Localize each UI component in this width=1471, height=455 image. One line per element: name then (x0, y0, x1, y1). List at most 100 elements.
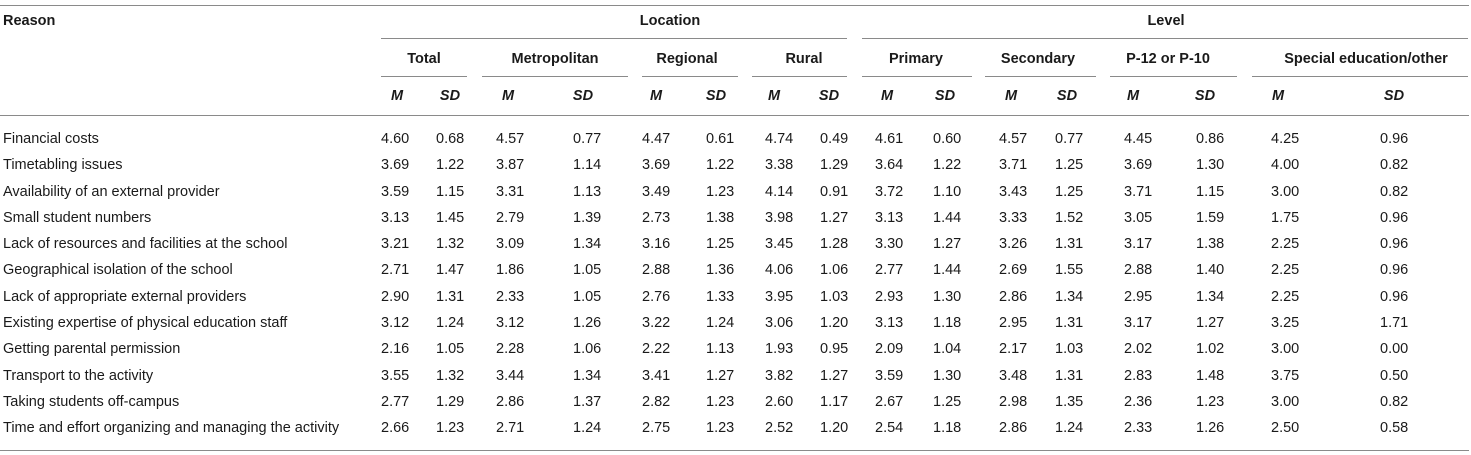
mean-cell: 3.00 (1271, 393, 1300, 410)
reason-cell: Time and effort organizing and managing … (3, 420, 340, 437)
sd-cell: 1.24 (436, 315, 465, 332)
sd-cell: 1.35 (1055, 393, 1084, 410)
sd-cell: 1.23 (436, 420, 465, 437)
sd-cell: 0.91 (820, 183, 849, 200)
table-row: Taking students off-campus 2.77 1.29 2.86 1.… (0, 393, 1468, 419)
sd-cell: 1.06 (573, 341, 602, 358)
sd-cell: 1.38 (1196, 236, 1225, 253)
sd-cell: 0.95 (820, 341, 849, 358)
sd-cell: 1.27 (1196, 315, 1225, 332)
p12-rule (1110, 76, 1237, 77)
sd-cell: 1.14 (573, 157, 602, 174)
mean-cell: 3.12 (496, 315, 525, 332)
header-sd: SD (1383, 88, 1405, 104)
sd-cell: 1.27 (820, 367, 849, 384)
sd-cell: 1.27 (933, 236, 962, 253)
mean-cell: 2.16 (381, 341, 410, 358)
sd-cell: 1.23 (1196, 393, 1225, 410)
sd-cell: 0.77 (1055, 131, 1084, 147)
reason-cell: Geographical isolation of the school (3, 262, 233, 279)
mean-cell: 3.30 (875, 236, 904, 253)
mean-cell: 2.90 (381, 288, 410, 305)
mean-cell: 3.82 (765, 367, 794, 384)
sd-cell: 0.68 (436, 131, 465, 147)
sd-cell: 1.71 (1380, 315, 1409, 332)
mean-cell: 1.75 (1271, 209, 1300, 226)
sd-cell: 1.44 (933, 262, 962, 279)
sd-cell: 1.32 (436, 236, 465, 253)
mean-cell: 3.71 (1124, 183, 1153, 200)
sd-cell: 1.37 (573, 393, 602, 410)
sd-cell: 1.30 (933, 288, 962, 305)
sd-cell: 0.86 (1196, 131, 1225, 147)
sd-cell: 1.13 (706, 341, 735, 358)
reason-cell: Taking students off-campus (3, 393, 180, 410)
mean-cell: 2.17 (999, 341, 1028, 358)
mean-cell: 3.13 (875, 315, 904, 332)
sd-cell: 1.25 (1055, 183, 1084, 200)
header-sd: SD (1194, 88, 1216, 104)
sd-cell: 1.40 (1196, 262, 1225, 279)
mean-cell: 3.06 (765, 315, 794, 332)
table-top-rule (0, 5, 1469, 6)
sd-cell: 1.30 (933, 367, 962, 384)
sd-cell: 0.58 (1380, 420, 1409, 437)
sd-cell: 0.49 (820, 131, 849, 147)
table-row: Time and effort organizing and managing … (0, 419, 1468, 445)
sd-cell: 1.23 (706, 183, 735, 200)
sd-cell: 1.27 (706, 367, 735, 384)
mean-cell: 4.74 (765, 131, 794, 147)
table-bottom-rule (0, 450, 1469, 451)
sd-cell: 1.29 (820, 157, 849, 174)
header-sd: SD (572, 88, 594, 104)
mean-cell: 4.57 (999, 131, 1028, 147)
sd-cell: 1.45 (436, 209, 465, 226)
sd-cell: 1.23 (706, 393, 735, 410)
sd-cell: 1.05 (436, 341, 465, 358)
sd-cell: 1.26 (1196, 420, 1225, 437)
header-location: Location (639, 13, 701, 29)
sd-cell: 1.34 (573, 367, 602, 384)
mean-cell: 2.77 (381, 393, 410, 410)
sd-cell: 1.48 (1196, 367, 1225, 384)
header-sd: SD (1056, 88, 1078, 104)
header-m: M (1126, 88, 1140, 104)
sd-cell: 1.15 (1196, 183, 1225, 200)
sd-cell: 0.96 (1380, 262, 1409, 279)
sd-cell: 1.30 (1196, 157, 1225, 174)
sd-cell: 1.25 (933, 393, 962, 410)
sd-cell: 1.29 (436, 393, 465, 410)
reason-cell: Getting parental permission (3, 341, 181, 358)
mean-cell: 2.02 (1124, 341, 1153, 358)
mean-cell: 2.33 (1124, 420, 1153, 437)
mean-cell: 3.75 (1271, 367, 1300, 384)
sd-cell: 1.59 (1196, 209, 1225, 226)
table-row: Availability of an external provider 3.59… (0, 183, 1468, 209)
mean-cell: 3.12 (381, 315, 410, 332)
reason-cell: Lack of resources and facilities at the … (3, 236, 288, 253)
mean-cell: 2.60 (765, 393, 794, 410)
table-row: Existing expertise of physical education… (0, 314, 1468, 340)
sd-cell: 1.02 (1196, 341, 1225, 358)
mean-cell: 2.95 (999, 315, 1028, 332)
reason-cell: Small student numbers (3, 209, 152, 226)
mean-cell: 3.21 (381, 236, 410, 253)
mean-cell: 3.00 (1271, 183, 1300, 200)
header-p12: P-12 or P-10 (1126, 51, 1210, 67)
header-m: M (649, 88, 663, 104)
sd-cell: 1.15 (436, 183, 465, 200)
mean-cell: 4.61 (875, 131, 904, 147)
sd-cell: 1.22 (933, 157, 962, 174)
mean-cell: 3.17 (1124, 236, 1153, 253)
reason-cell: Existing expertise of physical education… (3, 315, 288, 332)
sd-cell: 1.25 (1055, 157, 1084, 174)
table-row: Lack of appropriate external providers 2.… (0, 288, 1468, 314)
mean-cell: 2.28 (496, 341, 525, 358)
mean-cell: 2.83 (1124, 367, 1153, 384)
sd-cell: 1.05 (573, 262, 602, 279)
mean-cell: 2.25 (1271, 236, 1300, 253)
sd-cell: 1.22 (436, 157, 465, 174)
header-level: Level (1147, 13, 1185, 29)
sd-cell: 1.32 (436, 367, 465, 384)
mean-cell: 3.49 (642, 183, 671, 200)
